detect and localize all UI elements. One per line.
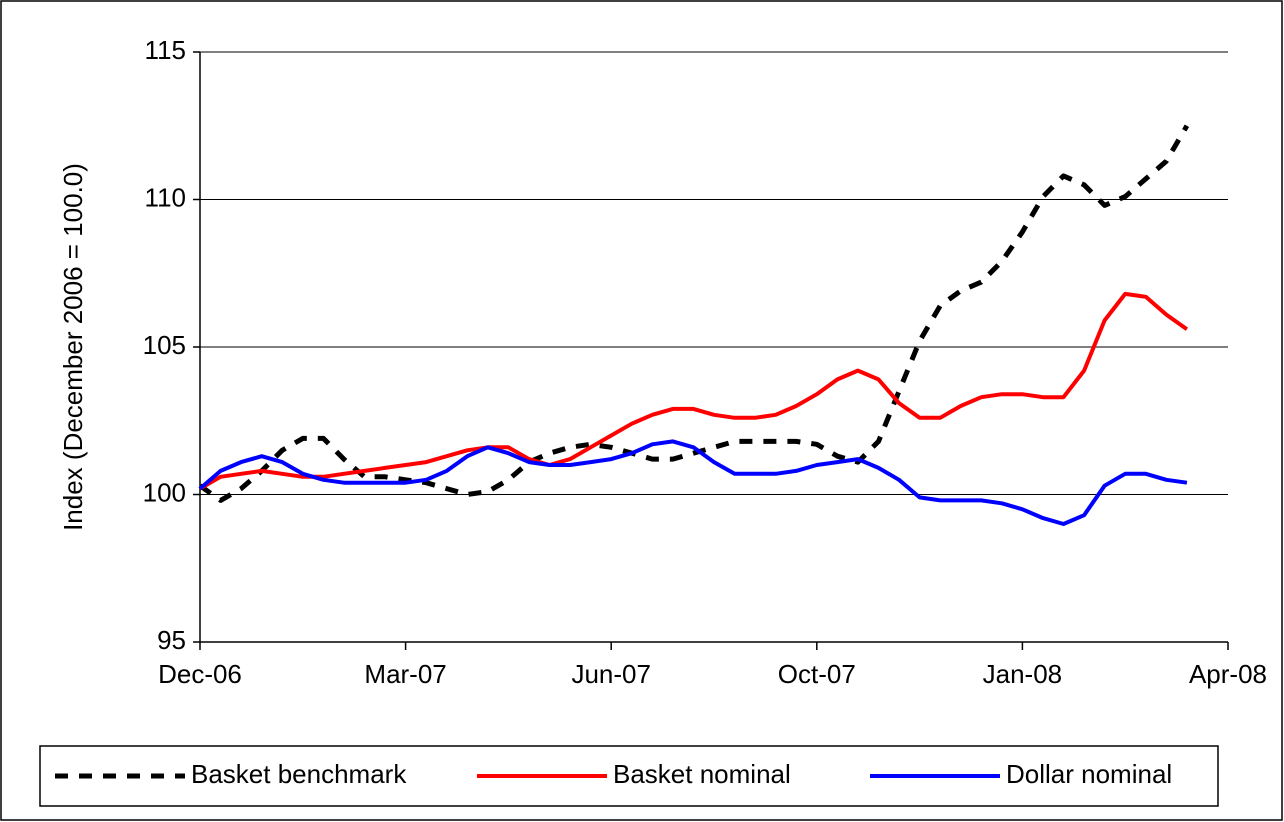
legend-label: Basket benchmark (191, 759, 407, 789)
legend-box (39, 745, 1219, 807)
y-tick-label: 110 (145, 182, 186, 212)
x-tick-label: Mar-07 (364, 659, 446, 689)
x-tick-label: Jun-07 (571, 659, 651, 689)
x-tick-label: Jan-08 (983, 659, 1063, 689)
legend-label: Dollar nominal (1006, 759, 1172, 789)
legend-label: Basket nominal (613, 759, 791, 789)
y-tick-label: 115 (145, 35, 186, 65)
y-axis-label: Index (December 2006 = 100.0) (58, 163, 88, 531)
line-series (198, 124, 1190, 503)
y-tick-label: 100 (143, 477, 186, 507)
line-series (199, 291, 1189, 491)
y-tick-label: 105 (143, 330, 186, 360)
x-tick-label: Apr-08 (1189, 659, 1267, 689)
x-tick-label: Dec-06 (158, 659, 242, 689)
x-tick-label: Oct-07 (778, 659, 856, 689)
line-series (198, 439, 1188, 526)
y-tick-label: 95 (157, 625, 186, 655)
